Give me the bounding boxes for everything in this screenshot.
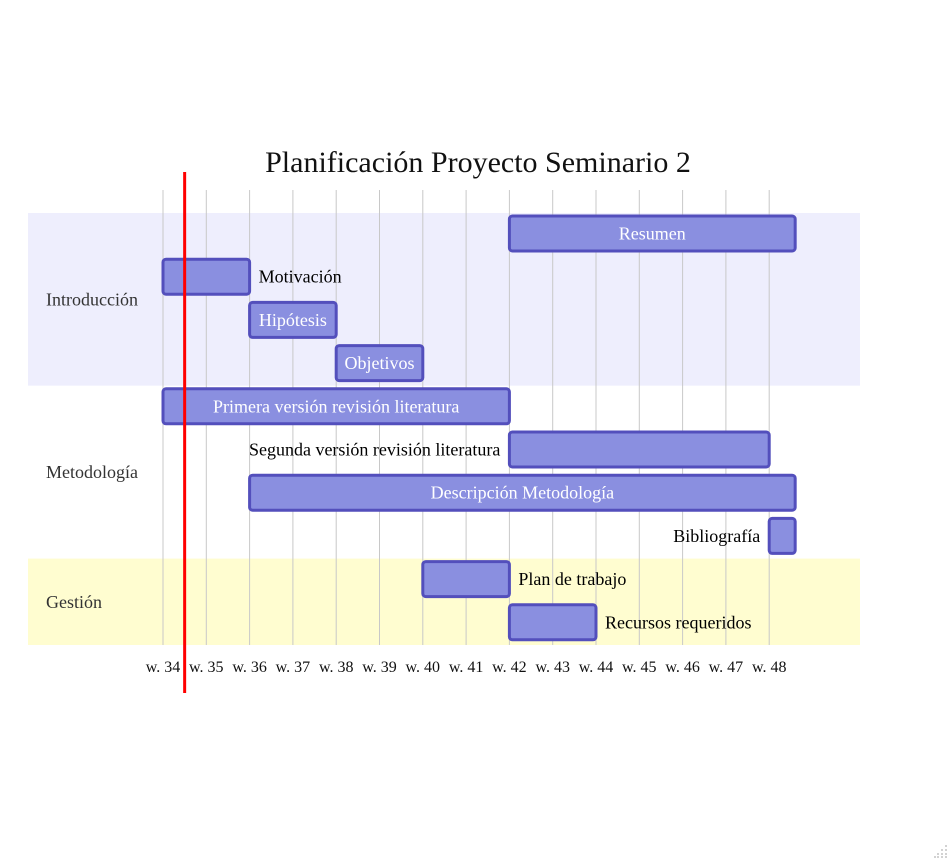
task-bar[interactable] [507,603,598,642]
x-tick-label: w. 37 [276,659,311,676]
x-tick-label: w. 38 [319,659,354,676]
x-tick-label: w. 42 [492,659,527,676]
x-tick-label: w. 41 [449,659,484,676]
x-tick-label: w. 34 [146,659,181,676]
x-axis: w. 34 w. 35 w. 36 w. 37 w. 38 w. 39 w. 40 w. 41… [146,659,787,676]
task-bar[interactable] [507,214,797,253]
task-label: Plan de trabajo [518,569,626,589]
task-label: Recursos requeridos [605,612,751,632]
task-label: Primera versión revisión literatura [213,396,459,416]
resize-grip-icon[interactable] [934,844,948,858]
task-bar[interactable] [334,344,425,383]
section-label: Metodología [46,462,138,482]
x-tick-label: w. 40 [406,659,441,676]
task-label: Objetivos [345,353,415,373]
bars-layer: Resumen Motivación Hipótesis Objetivos Prime… [161,214,797,642]
task-label: Resumen [619,224,686,244]
task-bar[interactable] [421,560,511,599]
x-tick-label: w. 45 [622,659,657,676]
x-tick-label: w. 44 [579,659,614,676]
task-bar[interactable] [767,516,797,555]
x-tick-label: w. 39 [362,659,397,676]
task-bar[interactable] [161,257,252,296]
task-label: Motivación [259,267,342,287]
task-label: Bibliografía [673,526,760,546]
task-label: Hipótesis [259,310,327,330]
x-tick-label: w. 36 [232,659,267,676]
section-label: Gestión [46,592,102,612]
task-bar[interactable] [248,473,797,512]
section-label: Introducción [46,289,138,309]
task-label: Segunda versión revisión literatura [249,440,500,460]
task-label: Descripción Metodología [431,483,614,503]
x-tick-label: w. 47 [709,659,744,676]
task-bar[interactable] [507,430,771,469]
x-tick-label: w. 35 [189,659,224,676]
task-bar[interactable] [161,387,511,426]
x-tick-label: w. 46 [665,659,700,676]
chart-title: Planificación Proyecto Seminario 2 [265,146,691,179]
x-tick-label: w. 43 [535,659,570,676]
task-bar[interactable] [248,300,338,339]
x-tick-label: w. 48 [752,659,787,676]
